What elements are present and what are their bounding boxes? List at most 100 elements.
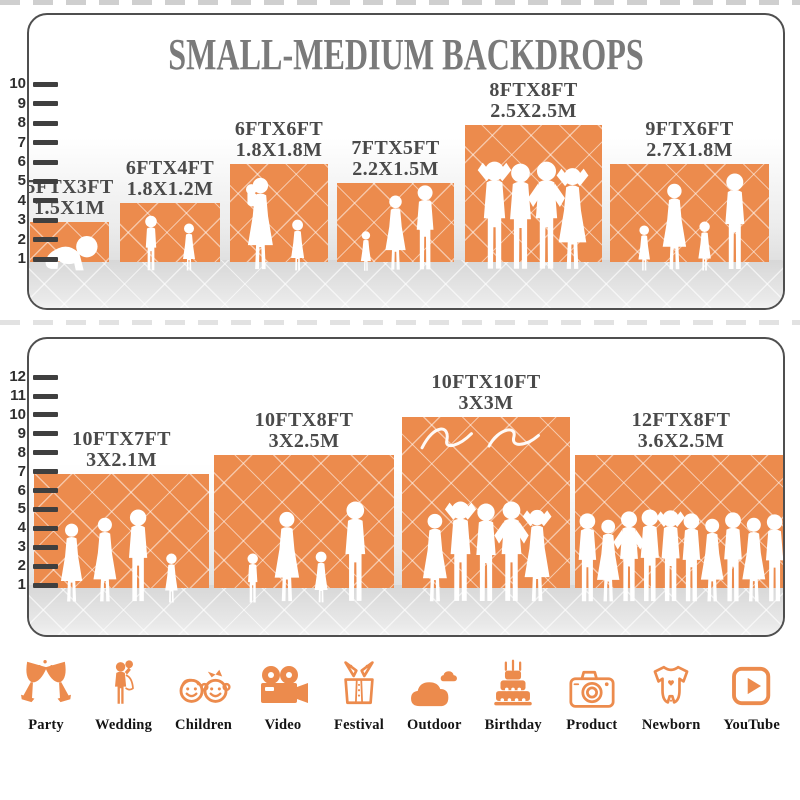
ruler-tick bbox=[33, 198, 58, 204]
people-silhouettes bbox=[360, 185, 434, 271]
ruler-tick bbox=[33, 217, 58, 223]
watermark-dashes-middle bbox=[0, 320, 800, 325]
backdrop-size-label: 8FTX8FT 2.5X2.5M bbox=[434, 80, 634, 122]
ruler-number: 11 bbox=[10, 387, 26, 404]
ruler-tick bbox=[33, 582, 58, 588]
ruler-tick bbox=[33, 393, 58, 399]
category-label: Newborn bbox=[641, 717, 701, 733]
backdrop-block-10ftx10ft bbox=[402, 416, 570, 602]
ruler-number: 7 bbox=[17, 462, 26, 480]
category-label: Product bbox=[566, 717, 618, 733]
people-silhouettes bbox=[60, 509, 178, 603]
backdrop-size-label: 10FTX7FT 3X2.1M bbox=[29, 427, 222, 471]
category-label: Video bbox=[264, 717, 302, 733]
size-feet: 7FTX5FT bbox=[351, 137, 440, 160]
floor bbox=[29, 260, 783, 308]
backdrop-block-12ftx8ft bbox=[575, 454, 783, 602]
ruler-tick bbox=[33, 178, 58, 184]
ruler-tick bbox=[33, 237, 58, 243]
size-feet: 12FTX8FT bbox=[631, 408, 731, 431]
ruler-tick bbox=[33, 544, 58, 550]
size-feet: 10FTX10FT bbox=[431, 370, 541, 393]
ruler-number: 9 bbox=[17, 424, 26, 442]
backdrop-size-label: 6FTX6FT 1.8X1.8M bbox=[179, 119, 379, 161]
category-label: Wedding bbox=[95, 717, 153, 733]
product-icon bbox=[565, 652, 619, 710]
size-feet: 8FTX8FT bbox=[489, 79, 578, 102]
size-meters: 3X2.5M bbox=[268, 429, 340, 452]
newborn-icon bbox=[646, 652, 696, 710]
category-row: Party Wedding Children Video Festival Outdoor… bbox=[0, 652, 800, 734]
people-silhouettes bbox=[638, 173, 745, 271]
panel-small-medium: SMALL-MEDIUM BACKDROPS 5FTX3FT 1.5X1M 6FTX… bbox=[27, 13, 785, 310]
ruler-number: 6 bbox=[17, 153, 26, 170]
ruler-tick bbox=[33, 159, 58, 165]
ruler-number: 1 bbox=[17, 576, 26, 593]
ruler-number: 6 bbox=[17, 481, 26, 499]
size-feet: 6FTX4FT bbox=[125, 156, 215, 179]
ruler-tick bbox=[33, 412, 58, 418]
size-meters: 3X3M bbox=[458, 391, 514, 414]
size-feet: 9FTX6FT bbox=[645, 118, 734, 140]
backdrop-size-label: 6FTX4FT 1.8X1.2M bbox=[70, 156, 270, 200]
ruler-number: 4 bbox=[17, 519, 26, 537]
ruler-tick bbox=[33, 256, 58, 262]
size-feet: 10FTX7FT bbox=[72, 427, 171, 450]
backdrop-block-6ftx6ft bbox=[230, 164, 328, 271]
floor bbox=[29, 585, 783, 635]
ruler-tick bbox=[33, 120, 58, 126]
ruler-tick bbox=[33, 81, 58, 87]
ruler-tick bbox=[33, 140, 58, 146]
category-label: YouTube bbox=[723, 717, 780, 733]
people-silhouettes bbox=[247, 501, 366, 603]
children-icon bbox=[176, 652, 232, 710]
party-icon bbox=[20, 652, 72, 710]
ruler-tick bbox=[33, 101, 58, 107]
ruler-number: 5 bbox=[17, 172, 26, 190]
outdoor-icon bbox=[407, 652, 461, 710]
category-label: Festival bbox=[334, 717, 384, 733]
backdrop-size-label: 12FTX8FT 3.6X2.5M bbox=[581, 408, 781, 452]
people-silhouettes bbox=[578, 509, 783, 602]
category-wedding: Wedding bbox=[95, 652, 152, 734]
size-meters: 2.2X1.5M bbox=[352, 158, 439, 181]
birthday-icon bbox=[488, 652, 538, 710]
category-festival: Festival bbox=[334, 652, 384, 734]
size-feet: 6FTX6FT bbox=[234, 118, 324, 140]
ruler-tick bbox=[33, 488, 58, 493]
page-title: SMALL-MEDIUM BACKDROPS bbox=[168, 30, 644, 79]
festival-icon bbox=[334, 652, 384, 710]
ruler-tick bbox=[33, 563, 58, 569]
ruler-number: 2 bbox=[17, 557, 26, 575]
backdrop-block-8ftx8ft bbox=[465, 125, 602, 269]
panel-large: 10FTX7FT 3X2.1M 10FTX8FT 3X2.5M 10FTX10FT 3X3… bbox=[27, 337, 785, 637]
category-outdoor: Outdoor bbox=[407, 652, 462, 734]
category-newborn: Newborn bbox=[642, 652, 701, 734]
backdrop-block-5ftx3ft bbox=[30, 222, 109, 271]
ruler-number: 3 bbox=[17, 211, 26, 229]
ruler-tick bbox=[33, 450, 58, 456]
ruler-number: 10 bbox=[9, 75, 26, 93]
backdrop-size-label: 10FTX10FT 3X3M bbox=[386, 370, 586, 414]
size-feet: 10FTX8FT bbox=[254, 408, 354, 431]
size-meters: 3.6X2.5M bbox=[637, 429, 725, 452]
ruler-number: 2 bbox=[17, 230, 26, 248]
youtube-icon bbox=[728, 652, 776, 710]
wedding-icon bbox=[100, 652, 148, 710]
backdrop-block-9ftx6ft bbox=[610, 164, 769, 271]
script-flourish bbox=[420, 427, 541, 450]
size-meters: 2.5X2.5M bbox=[490, 100, 577, 123]
people-silhouettes bbox=[145, 215, 195, 271]
category-party: Party bbox=[20, 652, 72, 734]
category-children: Children bbox=[175, 652, 232, 734]
category-label: Party bbox=[28, 717, 64, 733]
category-birthday: Birthday bbox=[485, 652, 542, 734]
backdrop-block-6ftx4ft bbox=[120, 202, 220, 271]
watermark-dashes-top bbox=[0, 0, 800, 5]
category-label: Outdoor bbox=[407, 717, 462, 733]
category-label: Birthday bbox=[484, 717, 542, 733]
size-meters: 1.8X1.2M bbox=[126, 177, 214, 200]
size-meters: 3X2.1M bbox=[86, 448, 157, 471]
video-icon bbox=[255, 652, 311, 710]
